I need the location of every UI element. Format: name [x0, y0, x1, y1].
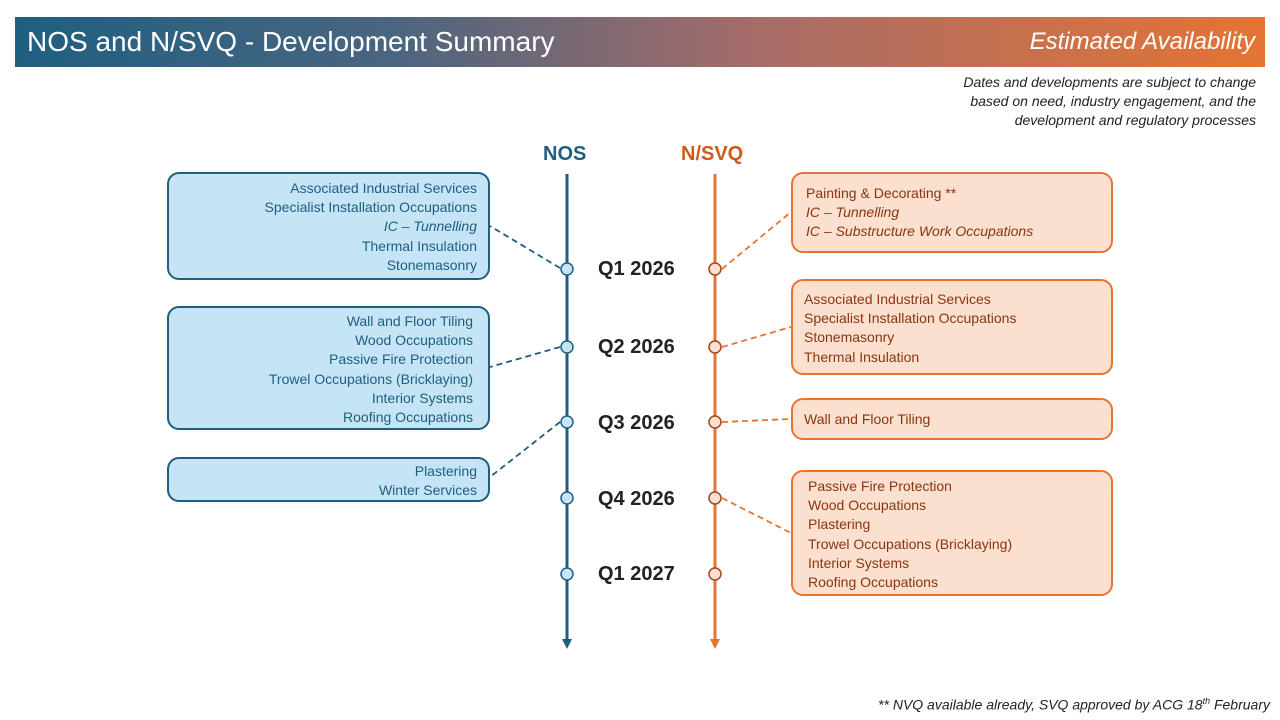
- qualification-item: IC – Substructure Work Occupations: [806, 223, 1034, 240]
- nsvq-milestone-marker: [708, 567, 722, 581]
- qualification-item: Specialist Installation Occupations: [804, 310, 1017, 327]
- availability-heading: Estimated Availability: [1029, 28, 1255, 55]
- nsvq-milestone-marker: [708, 491, 722, 505]
- nos-box-q1-2026: Associated Industrial Services Specialist…: [167, 172, 490, 280]
- qualification-item: Thermal Insulation: [361, 237, 477, 254]
- nos-connector: [489, 346, 561, 368]
- nsvq-box-q1-2026: Painting & Decorating ** IC – Tunnelling I…: [791, 172, 1113, 253]
- qualification-item: Wood Occupations: [354, 332, 473, 349]
- quarter-label: Q1 2026: [598, 258, 675, 280]
- disclaimer-line: based on need, industry engagement, and …: [970, 93, 1256, 109]
- footnote-text: ** NVQ available already, SVQ approved b…: [878, 696, 1203, 713]
- qualification-item: Stonemasonry: [386, 256, 477, 273]
- nos-column-heading: NOS: [543, 143, 587, 165]
- qualification-item: Stonemasonry: [804, 329, 895, 346]
- qualification-item: Wood Occupations: [808, 497, 927, 514]
- nsvq-column-heading: N/SVQ: [681, 143, 744, 165]
- qualification-item: Specialist Installation Occupations: [264, 199, 477, 216]
- nsvq-connector: [721, 497, 792, 534]
- qualification-item: Plastering: [414, 463, 477, 479]
- nos-milestone-marker: [560, 415, 574, 429]
- qualification-item: Wall and Floor Tiling: [804, 411, 931, 427]
- nos-milestone-marker: [560, 491, 574, 505]
- qualification-item: Plastering: [808, 516, 871, 533]
- nsvq-box-q3-2026: Wall and Floor Tiling: [791, 398, 1113, 440]
- nos-box-q3-2026: Plastering Winter Services: [167, 457, 490, 502]
- qualification-item: Trowel Occupations (Bricklaying): [268, 370, 473, 387]
- qualification-item: Thermal Insulation: [804, 348, 920, 365]
- nsvq-milestone-marker: [708, 415, 722, 429]
- footnote-superscript: th: [1202, 696, 1211, 706]
- nsvq-box-q2-2026: Associated Industrial Services Specialist…: [791, 279, 1113, 375]
- disclaimer-line: development and regulatory processes: [1014, 112, 1256, 128]
- nsvq-connector: [721, 326, 792, 348]
- qualification-item: Roofing Occupations: [343, 409, 473, 426]
- nsvq-milestone-marker: [708, 340, 722, 354]
- qualification-item: IC – Tunnelling: [383, 218, 477, 235]
- nsvq-milestone-marker: [708, 262, 722, 276]
- qualification-item: IC – Tunnelling: [806, 204, 900, 221]
- qualification-item: Passive Fire Protection: [329, 351, 473, 368]
- nos-connector: [489, 421, 561, 478]
- qualification-item: Roofing Occupations: [808, 574, 938, 591]
- qualification-item: Associated Industrial Services: [290, 180, 477, 196]
- quarter-label: Q3 2026: [598, 412, 675, 434]
- nsvq-connector: [721, 418, 792, 423]
- qualification-item: Trowel Occupations (Bricklaying): [808, 535, 1013, 552]
- qualification-item: Wall and Floor Tiling: [346, 313, 473, 329]
- nos-box-q2-2026: Wall and Floor Tiling Wood Occupations Pas…: [167, 306, 490, 430]
- disclaimer-line: Dates and developments are subject to ch…: [963, 74, 1256, 90]
- quarter-label: Q2 2026: [598, 336, 675, 358]
- qualification-item: Passive Fire Protection: [808, 478, 952, 494]
- nos-milestone-marker: [560, 567, 574, 581]
- quarter-label: Q4 2026: [598, 488, 675, 510]
- footnote: ** NVQ available already, SVQ approved b…: [878, 696, 1270, 713]
- footnote-tail: February: [1210, 696, 1270, 713]
- qualification-item: Interior Systems: [371, 389, 473, 406]
- nos-connector: [489, 225, 561, 269]
- qualification-item: Associated Industrial Services: [804, 291, 991, 307]
- disclaimer-note: Dates and developments are subject to ch…: [856, 73, 1256, 130]
- quarter-label: Q1 2027: [598, 563, 675, 585]
- qualification-item: Interior Systems: [808, 554, 910, 571]
- nos-milestone-marker: [560, 340, 574, 354]
- nos-milestone-marker: [560, 262, 574, 276]
- nsvq-connector: [721, 211, 792, 270]
- qualification-item: Winter Services: [378, 482, 477, 499]
- page-title: NOS and N/SVQ - Development Summary: [27, 26, 555, 57]
- nsvq-box-q4-2026: Passive Fire Protection Wood Occupations P…: [791, 470, 1113, 596]
- header-banner: NOS and N/SVQ - Development Summary Esti…: [15, 17, 1265, 67]
- qualification-item: Painting & Decorating **: [806, 185, 957, 201]
